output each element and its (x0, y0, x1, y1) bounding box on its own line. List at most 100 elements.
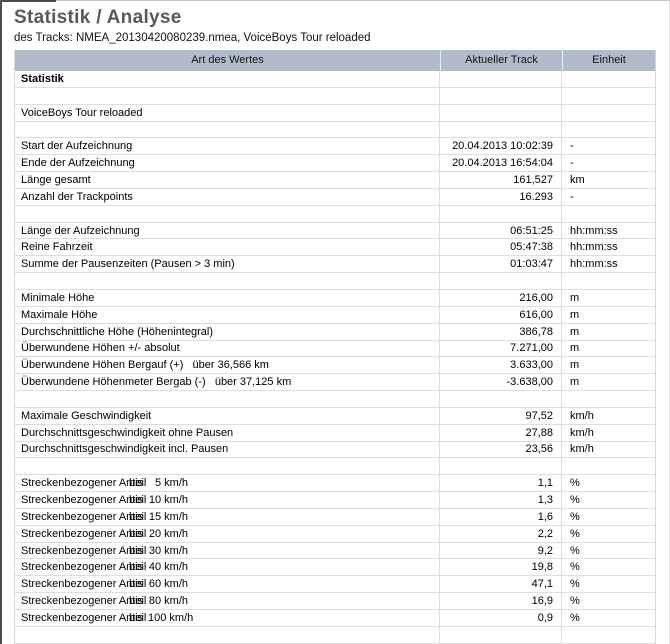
row-unit-cell: hh:mm:ss (562, 223, 655, 239)
row-unit-cell: % (562, 509, 655, 525)
row-label-cell (15, 458, 440, 475)
table-row: Ende der Aufzeichnung 20.04.2013 16:54:04… (15, 155, 655, 173)
row-label: Anzahl der Trackpoints (21, 190, 133, 203)
row-unit-cell (562, 122, 655, 138)
row-value: 386,78 (519, 325, 553, 338)
row-unit-cell: % (562, 559, 655, 575)
row-value-cell: 7.271,00 (440, 340, 562, 357)
row-value-cell (440, 273, 562, 289)
row-value-cell (440, 391, 562, 407)
row-unit-cell: m (562, 290, 655, 306)
row-unit-cell: hh:mm:ss (562, 239, 655, 255)
row-label: Streckenbezogener Anteil (21, 561, 147, 574)
row-label: Streckenbezogener Anteil (21, 595, 147, 608)
row-value: 3.633,00 (510, 359, 553, 372)
row-value: 2,2 (537, 527, 553, 540)
row-unit-cell: km/h (562, 408, 655, 424)
row-unit: m (570, 359, 580, 372)
row-value: 97,52 (525, 409, 553, 422)
row-unit: km/h (570, 443, 594, 456)
row-label: Statistik (21, 72, 64, 85)
table-row (15, 205, 655, 223)
row-label-cell: Streckenbezogener Anteil bis 100 km/h (15, 610, 440, 626)
row-value-cell: 05:47:38 (440, 239, 562, 256)
table-row (15, 121, 655, 139)
table-row: Reine Fahrzeit 05:47:38 hh:mm:ss (15, 239, 655, 257)
row-label-cell: Durchschnittsgeschwindigkeit incl. Pause… (15, 441, 440, 458)
row-label-cell (15, 205, 440, 222)
row-label-cell: Länge gesamt (15, 172, 440, 188)
row-label-cell: Durchschnittliche Höhe (Höhenintegral) (15, 323, 440, 340)
row-value: 216,00 (519, 291, 553, 304)
table-row: Maximale Geschwindigkeit 97,52 km/h (15, 407, 655, 425)
row-label-cell (15, 626, 440, 643)
table-header-row: Art des Wertes Aktueller Track Einheit (15, 50, 655, 71)
row-label-cell: Summe der Pausenzeiten (Pausen > 3 min) (15, 256, 440, 273)
row-unit-cell: - (562, 138, 655, 154)
row-unit-cell: km (562, 172, 655, 188)
table-row: Durchschnittsgeschwindigkeit ohne Pausen… (15, 424, 655, 442)
row-label: VoiceBoys Tour reloaded (21, 106, 143, 119)
row-label-cell: Streckenbezogener Anteil bis 5 km/h (15, 475, 440, 492)
row-value: 20.04.2013 10:02:39 (452, 140, 553, 153)
row-value: 0,9 (537, 611, 553, 624)
row-value: 161,527 (513, 173, 553, 186)
table-row: Streckenbezogener Anteil bis 60 km/h 47,1% (15, 576, 655, 594)
table-body: Statistik VoiceBoys Tour reloaded Start de… (15, 71, 655, 644)
table-row (15, 87, 655, 105)
row-value-cell: 47,1 (440, 576, 562, 593)
row-value-cell: 06:51:25 (440, 222, 562, 239)
table-row: Überwundene Höhenmeter Bergab (-) über 3… (15, 374, 655, 392)
row-value: 1,1 (537, 477, 553, 490)
row-value-cell: 20.04.2013 16:54:04 (440, 155, 562, 172)
row-unit-cell: m (562, 324, 655, 340)
row-unit: m (570, 342, 580, 355)
row-label: Streckenbezogener Anteil (21, 494, 147, 507)
row-label-cell: Reine Fahrzeit (15, 239, 440, 256)
row-label-bis: bis (129, 494, 144, 507)
row-value-cell: 01:03:47 (440, 256, 562, 273)
row-label-bis: bis (129, 527, 144, 540)
row-value: 20.04.2013 16:54:04 (452, 157, 553, 170)
table-row (15, 458, 655, 476)
row-label-cell (15, 87, 440, 104)
row-unit-cell (562, 105, 655, 121)
table-row: Überwundene Höhen +/- absolut 7.271,00 m (15, 340, 655, 358)
header-cell-current-track: Aktueller Track (440, 50, 562, 71)
row-value-cell (440, 71, 562, 87)
row-unit-cell (562, 391, 655, 407)
row-label: Start der Aufzeichnung (21, 140, 133, 153)
row-label: Streckenbezogener Anteil (21, 527, 147, 540)
row-label: Streckenbezogener Anteil (21, 544, 147, 557)
row-unit: % (570, 494, 580, 507)
row-value: 06:51:25 (510, 224, 553, 237)
header-cell-value-type: Art des Wertes (191, 54, 264, 66)
row-value-cell: 97,52 (440, 407, 562, 424)
row-unit-cell: hh:mm:ss (562, 256, 655, 272)
row-label-cell: Streckenbezogener Anteil bis 80 km/h (15, 593, 440, 609)
table-row: Streckenbezogener Anteil bis 5 km/h 1,1% (15, 475, 655, 493)
table-row (15, 391, 655, 408)
row-label-cell: Überwundene Höhenmeter Bergab (-) über 3… (15, 374, 440, 391)
row-value: 16.293 (519, 190, 553, 203)
row-value-cell: 23,56 (440, 441, 562, 458)
table-row: Anzahl der Trackpoints 16.293 - (15, 188, 655, 206)
row-label-bis: bis (129, 510, 144, 523)
row-unit: hh:mm:ss (570, 241, 618, 254)
row-value-cell (440, 104, 562, 121)
row-label-cell: Streckenbezogener Anteil bis 15 km/h (15, 508, 440, 525)
row-unit: km (570, 173, 585, 186)
row-unit-cell (562, 71, 655, 87)
row-value: 7.271,00 (510, 342, 553, 355)
row-label-cell: Ende der Aufzeichnung (15, 155, 440, 172)
table-row: Streckenbezogener Anteil bis 15 km/h 1,6% (15, 508, 655, 526)
row-label-cell: Statistik (15, 71, 440, 87)
row-label-speed: 40 km/h (148, 561, 188, 574)
row-unit-cell (562, 273, 655, 289)
row-value-cell: -3.638,00 (440, 374, 562, 391)
row-label: Länge der Aufzeichnung (21, 224, 140, 237)
row-label-speed: 20 km/h (148, 527, 188, 540)
row-unit: km/h (570, 409, 594, 422)
row-label: Ende der Aufzeichnung (21, 157, 135, 170)
row-unit: % (570, 561, 580, 574)
